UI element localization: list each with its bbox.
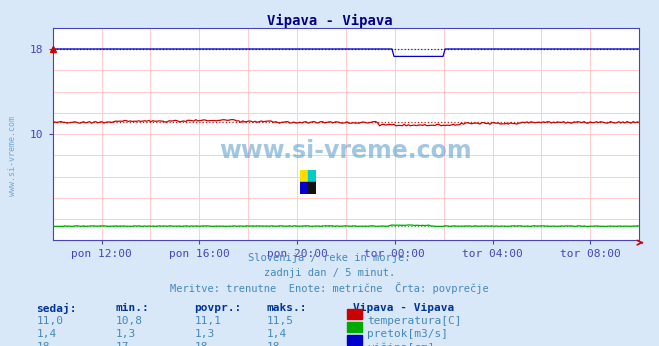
Text: www.si-vreme.com: www.si-vreme.com (8, 116, 17, 196)
Text: zadnji dan / 5 minut.: zadnji dan / 5 minut. (264, 268, 395, 278)
Text: 1,3: 1,3 (194, 329, 215, 339)
Bar (308, 182, 316, 194)
Bar (300, 182, 308, 194)
Text: 1,4: 1,4 (267, 329, 287, 339)
Text: 18: 18 (194, 342, 208, 346)
Text: Vipava - Vipava: Vipava - Vipava (267, 14, 392, 28)
Text: temperatura[C]: temperatura[C] (367, 316, 461, 326)
Text: višina[cm]: višina[cm] (367, 342, 434, 346)
Text: pretok[m3/s]: pretok[m3/s] (367, 329, 448, 339)
Text: maks.:: maks.: (267, 303, 307, 313)
Text: Meritve: trenutne  Enote: metrične  Črta: povprečje: Meritve: trenutne Enote: metrične Črta: … (170, 282, 489, 294)
Text: 10,8: 10,8 (115, 316, 142, 326)
Text: 1,4: 1,4 (36, 329, 57, 339)
Text: min.:: min.: (115, 303, 149, 313)
Text: 18: 18 (36, 342, 49, 346)
Text: 11,1: 11,1 (194, 316, 221, 326)
Text: 18: 18 (267, 342, 280, 346)
Text: 17: 17 (115, 342, 129, 346)
Text: 11,5: 11,5 (267, 316, 294, 326)
Text: 1,3: 1,3 (115, 329, 136, 339)
Text: Slovenija / reke in morje.: Slovenija / reke in morje. (248, 253, 411, 263)
Text: 11,0: 11,0 (36, 316, 63, 326)
Text: povpr.:: povpr.: (194, 303, 242, 313)
Text: Vipava - Vipava: Vipava - Vipava (353, 303, 454, 313)
Bar (300, 170, 308, 182)
Text: www.si-vreme.com: www.si-vreme.com (219, 139, 473, 163)
Text: sedaj:: sedaj: (36, 303, 76, 314)
Bar (308, 170, 316, 182)
